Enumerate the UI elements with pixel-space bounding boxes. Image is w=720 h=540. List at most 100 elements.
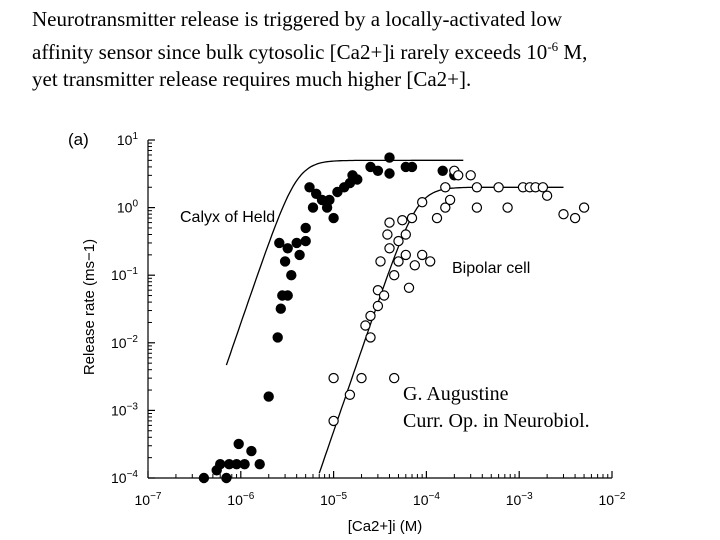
line-2-part-b: M, — [558, 40, 588, 64]
bipolar-data-point — [403, 282, 415, 293]
x-tick-label: 10−7 — [135, 491, 162, 508]
calyx-data-point — [294, 249, 305, 261]
bipolar-data-point — [431, 212, 443, 224]
slide-text-line-2: affinity sensor since bulk cytosolic [Ca… — [32, 33, 702, 66]
calyx-data-point — [274, 237, 285, 249]
y-axis-title: Release rate (ms−1) — [81, 239, 98, 375]
calyx-data-point — [300, 235, 311, 247]
x-tick-label: 10−2 — [599, 491, 626, 508]
calyx-data-point — [233, 438, 244, 450]
series-label-calyx-of-held: Calyx of Held — [180, 209, 275, 226]
bipolar-data-point — [360, 320, 371, 331]
bipolar-data-point — [569, 212, 581, 224]
bipolar-data-point — [541, 190, 553, 201]
bipolar-data-point — [440, 202, 451, 213]
calyx-data-point — [263, 391, 274, 402]
annotation-line: Curr. Op. in Neurobiol. — [403, 410, 590, 432]
x-tick-label: 10−6 — [227, 491, 254, 508]
calyx-data-point — [307, 202, 319, 213]
bipolar-data-point — [397, 214, 408, 226]
calyx-data-point — [304, 182, 315, 193]
slide-text: Neurotransmitter release is triggered by… — [32, 6, 702, 93]
bipolar-data-point — [328, 415, 339, 427]
y-tick-label: 100 — [117, 199, 139, 216]
bipolar-data-point — [356, 372, 367, 384]
calyx-data-point — [324, 194, 335, 206]
line-2-part-a: affinity sensor since bulk cytosolic [Ca… — [32, 40, 548, 64]
bipolar-data-point — [406, 212, 418, 224]
y-tick-label: 10−1 — [111, 266, 138, 283]
x-tick-label: 10−3 — [506, 491, 533, 508]
calyx-data-point — [275, 303, 286, 314]
calyx-data-point — [384, 152, 395, 163]
x-axis-title: [Ca2+]i (M) — [348, 518, 423, 535]
bipolar-data-point — [393, 235, 404, 247]
calyx-data-point — [286, 270, 297, 281]
calyx-data-point — [239, 459, 250, 470]
bipolar-data-point — [558, 208, 569, 220]
y-tick-label: 10−2 — [111, 334, 138, 351]
calyx-data-point — [214, 459, 226, 470]
fit-curve — [225, 159, 464, 366]
bipolar-data-point — [444, 194, 456, 206]
calyx-data-point — [254, 459, 265, 470]
calyx-data-point — [272, 332, 283, 343]
bipolar-data-point — [365, 310, 376, 322]
data-points — [198, 152, 590, 484]
calyx-data-point — [198, 472, 210, 484]
bipolar-data-point — [425, 256, 436, 267]
bipolar-data-point — [382, 229, 393, 240]
bipolar-data-point — [409, 260, 420, 271]
bipolar-data-point — [417, 196, 428, 208]
x-tick-label: 10−4 — [413, 491, 440, 508]
calyx-data-point — [221, 472, 232, 484]
bipolar-data-point — [389, 270, 400, 281]
series-label-bipolar-cell: Bipolar cell — [452, 260, 530, 277]
bipolar-data-point — [465, 170, 476, 181]
calyx-data-point — [406, 161, 418, 173]
calyx-data-point — [246, 445, 257, 457]
calyx-data-point — [372, 165, 384, 176]
bipolar-data-point — [400, 229, 411, 240]
calyx-data-point — [384, 168, 395, 179]
calyx-data-point — [282, 290, 293, 301]
bipolar-data-point — [578, 202, 590, 213]
bipolar-data-point — [372, 300, 384, 312]
bipolar-data-point — [365, 332, 376, 343]
calyx-data-point — [328, 212, 339, 224]
x-tick-label: 10−5 — [320, 491, 347, 508]
bipolar-data-point — [471, 182, 483, 193]
bipolar-data-point — [389, 372, 400, 384]
calyx-data-point — [279, 256, 291, 267]
y-tick-label: 10−4 — [111, 469, 138, 486]
bipolar-data-point — [502, 202, 513, 213]
annotation-line: G. Augustine — [403, 383, 509, 405]
slide-text-line-3: yet transmitter release requires much hi… — [32, 67, 472, 91]
bipolar-data-point — [384, 217, 395, 228]
calyx-data-point — [352, 174, 363, 185]
slide-text-line-1: Neurotransmitter release is triggered by… — [32, 7, 563, 31]
calyx-data-point — [437, 165, 448, 176]
panel-label: (a) — [68, 130, 89, 149]
bipolar-data-point — [493, 182, 504, 193]
calyx-data-point — [282, 243, 293, 254]
bipolar-data-point — [384, 243, 395, 254]
bipolar-data-point — [378, 290, 390, 301]
bipolar-data-point — [393, 256, 404, 267]
bipolar-data-point — [400, 249, 411, 261]
bipolar-data-point — [440, 182, 451, 193]
line-2-exponent: -6 — [547, 39, 559, 54]
bipolar-data-point — [417, 249, 428, 261]
y-tick-label: 10−3 — [111, 401, 138, 418]
bipolar-data-point — [344, 389, 356, 400]
chart-labels: 10−7 10−6 10−5 10−4 10−3 10−2 10−4 10−3 10−2 10−1… — [81, 131, 626, 535]
bipolar-data-point — [328, 372, 339, 384]
bipolar-data-point — [471, 202, 483, 213]
calyx-data-point — [291, 237, 302, 249]
y-tick-label: 101 — [117, 131, 139, 148]
bipolar-data-point — [453, 170, 464, 181]
bipolar-data-point — [537, 182, 549, 193]
bipolar-data-point — [375, 256, 386, 267]
calyx-data-point — [300, 222, 311, 234]
